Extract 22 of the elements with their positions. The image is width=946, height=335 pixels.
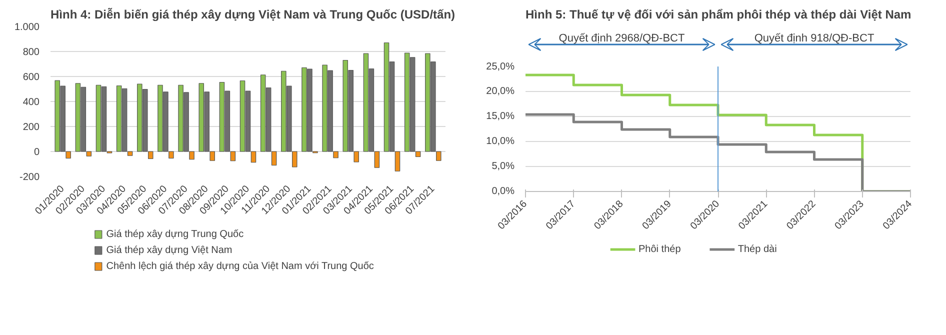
y-tick-label: 200 (22, 122, 40, 133)
y-tick-label: 20,0% (486, 86, 515, 97)
y-tick-label: 600 (22, 72, 40, 83)
y-tick-label: 400 (22, 97, 40, 108)
y-tick-label: 5,0% (492, 161, 515, 172)
legend-label: Phôi thép (638, 244, 682, 255)
legend-label: Giá thép xây dựng Trung Quốc (106, 229, 244, 240)
legend-label: Chênh lệch giá thép xây dựng của Việt Nam với Trung Quốc (106, 261, 374, 272)
legend-label: Giá thép xây dựng Việt Nam (106, 245, 232, 256)
y-tick-label: 800 (22, 47, 40, 58)
y-tick-label: -200 (19, 172, 40, 183)
y-tick-label: 0,0% (492, 186, 515, 197)
y-tick-label: 1.000 (14, 22, 40, 33)
text: Quyết định 2968/QĐ-BCT (558, 32, 686, 44)
y-tick-label: 25,0% (486, 62, 515, 72)
y-tick-label: 10,0% (486, 136, 515, 147)
text: Quyết định 918/QĐ-BCT (754, 32, 874, 44)
chart-title: Hình 4: Diễn biến giá thép xây dựng Việt Nam và Trung Quốc (USD/tấn) (50, 8, 456, 22)
y-tick-label: 15,0% (486, 111, 515, 122)
y-tick-label: 0 (34, 147, 40, 158)
legend-label: Thép dài (738, 244, 777, 255)
chart-title: Hình 5: Thuế tự vệ đối với sản phẩm phôi thép và thép dài Việt Nam (526, 8, 912, 22)
